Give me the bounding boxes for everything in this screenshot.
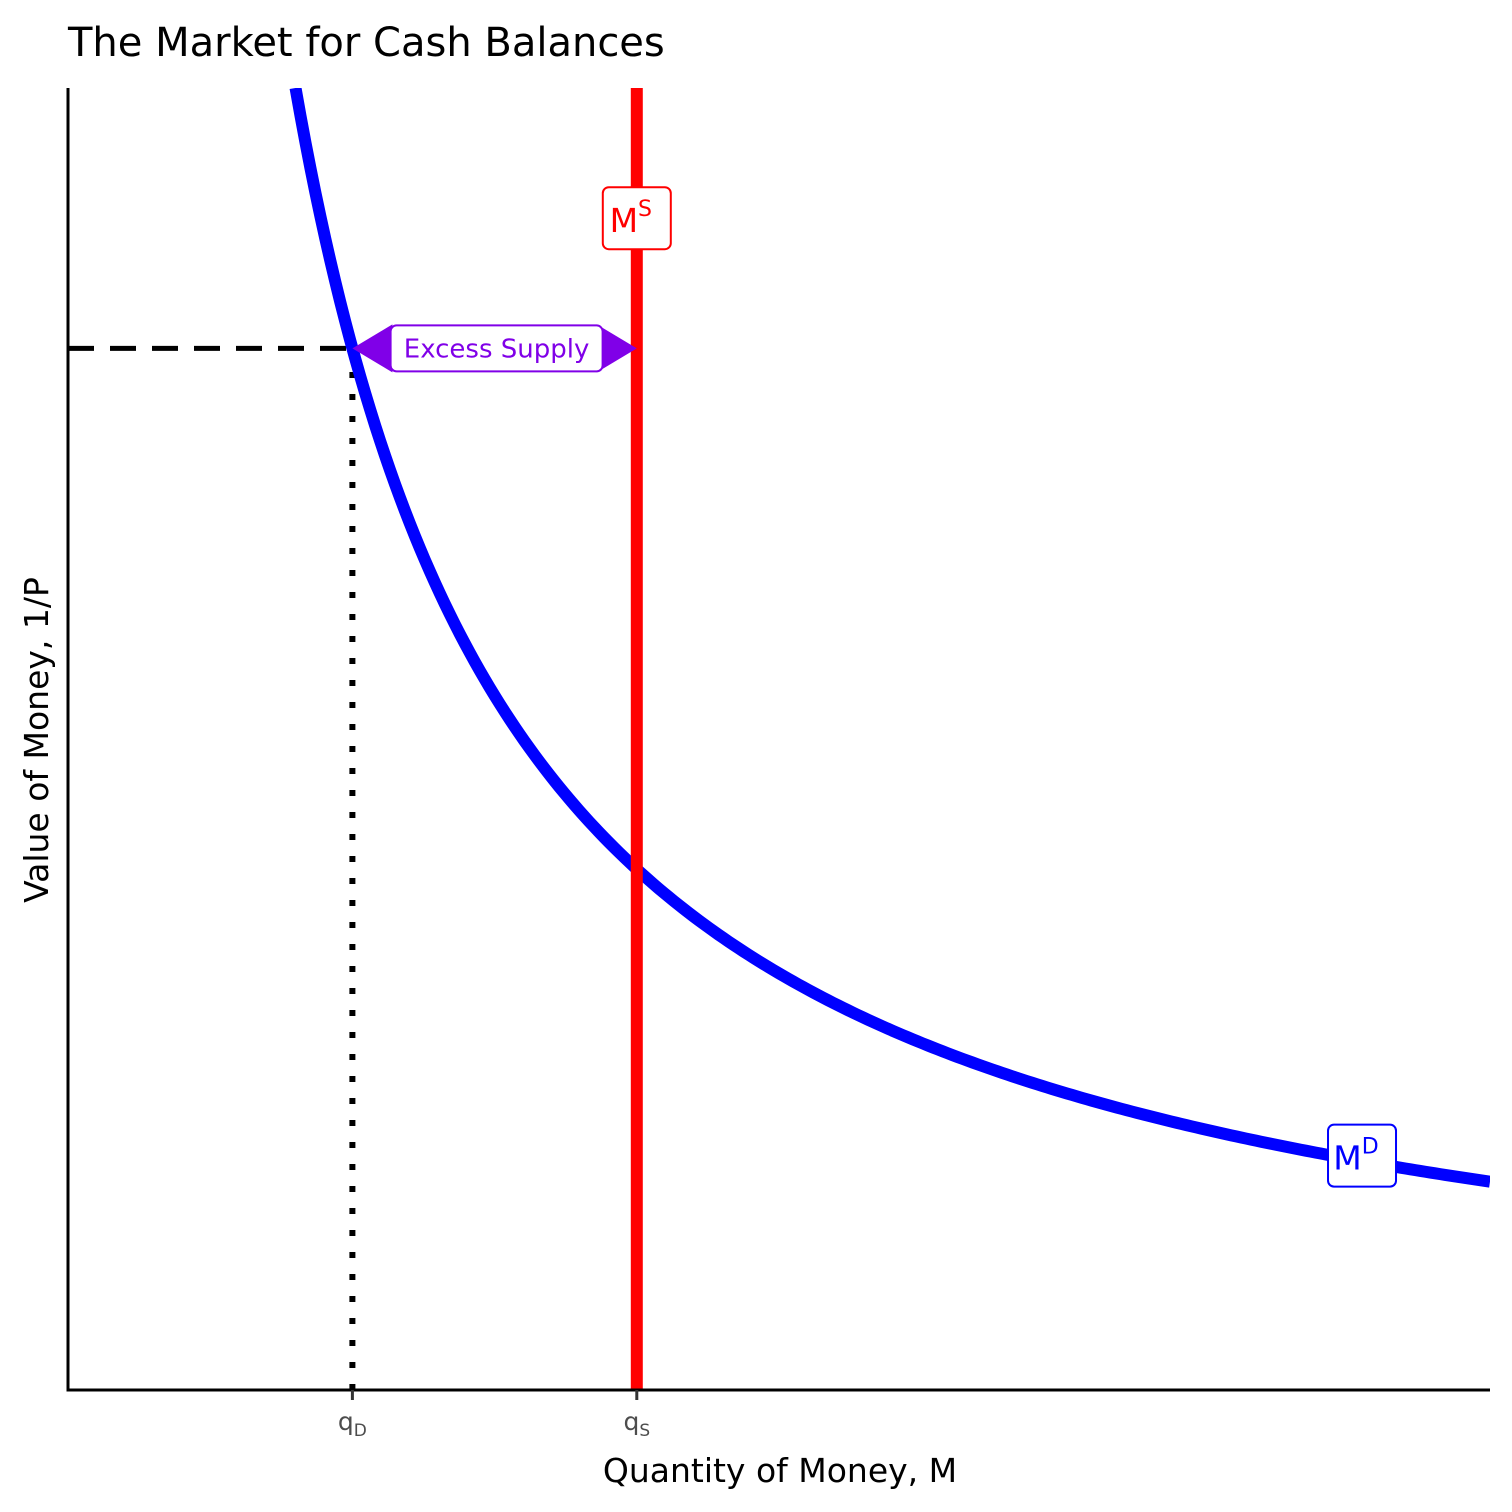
x-tick-label-base: q — [338, 1407, 354, 1436]
demand-curve — [289, 88, 1490, 1188]
supply-line-label-superscript: S — [638, 197, 652, 222]
chart-title: The Market for Cash Balances — [67, 20, 665, 66]
supply-line-label-base: M — [610, 201, 638, 240]
demand-curve-label-base: M — [1333, 1139, 1361, 1178]
x-tick-label: qD — [338, 1407, 367, 1441]
y-axis-title: Value of Money, 1/P — [17, 577, 56, 903]
x-tick-label-base: q — [623, 1407, 639, 1436]
excess-supply-label: Excess Supply — [404, 334, 590, 364]
x-tick-label: qS — [623, 1407, 650, 1441]
excess-supply-label-box — [389, 324, 604, 373]
demand-curve-label: MD — [1333, 1135, 1378, 1178]
x-axis-title: Quantity of Money, M — [603, 1451, 957, 1490]
excess-supply-arrowhead-right — [596, 324, 637, 373]
supply-line-label-box — [601, 186, 672, 251]
excess-supply-arrowhead-left — [352, 324, 393, 373]
supply-line-label: MS — [610, 197, 652, 240]
demand-curve-label-superscript: D — [1362, 1135, 1379, 1160]
x-tick-label-subscript: D — [354, 1421, 367, 1441]
x-tick-label-subscript: S — [639, 1421, 650, 1441]
demand-curve-label-box — [1327, 1123, 1398, 1188]
